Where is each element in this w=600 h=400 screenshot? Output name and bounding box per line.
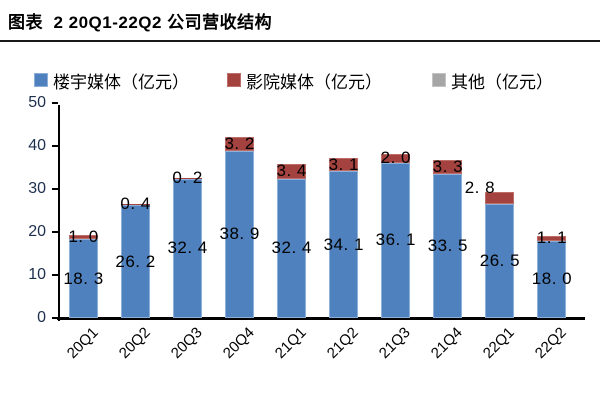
x-tick-label: 21Q2 — [323, 324, 362, 362]
data-label: 32. 4 — [167, 238, 208, 258]
legend-label: 影院媒体（亿元） — [246, 72, 382, 92]
bar-segment-cinema-media — [173, 177, 203, 179]
data-label: 1. 0 — [68, 227, 99, 247]
data-label: 2. 0 — [380, 148, 411, 168]
bar-segment-cinema-media — [537, 235, 567, 241]
y-axis-tick — [52, 231, 58, 233]
x-tick-label: 22Q2 — [532, 324, 570, 362]
data-label: 2. 8 — [464, 178, 496, 198]
figure-title: 图表 2 20Q1-22Q2 公司营收结构 — [8, 13, 273, 32]
bar-segment-building-media — [433, 173, 463, 318]
bar-segment-building-media — [225, 150, 255, 318]
bar-segment-building-media — [329, 171, 359, 318]
legend-item: 其他（亿元） — [432, 70, 553, 92]
legend-label: 其他（亿元） — [451, 72, 553, 92]
y-axis-tick — [52, 188, 58, 190]
data-label: 34. 1 — [323, 234, 364, 254]
x-tick-label: 21Q3 — [375, 324, 414, 362]
legend-swatch-icon — [34, 73, 48, 87]
data-label: 3. 3 — [432, 156, 464, 176]
x-tick-label: 21Q1 — [271, 324, 310, 362]
x-axis — [57, 317, 585, 320]
data-label: 1. 1 — [536, 228, 568, 248]
data-label: 18. 0 — [531, 269, 573, 289]
bar-segment-building-media — [173, 178, 203, 318]
x-tick-label: 20Q2 — [115, 324, 154, 362]
data-label: 38. 9 — [219, 224, 260, 244]
x-tick-label: 20Q4 — [219, 324, 258, 362]
y-tick-label: 20 — [28, 223, 46, 240]
legend-swatch-icon — [432, 73, 446, 87]
y-axis-tick — [52, 274, 58, 276]
data-label: 26. 5 — [479, 251, 521, 271]
x-tick-label: 20Q1 — [63, 324, 102, 362]
legend-swatch-icon — [227, 73, 241, 87]
bar-segment-cinema-media — [69, 235, 98, 240]
y-axis-tick — [52, 145, 58, 147]
data-label: 26. 2 — [115, 251, 156, 271]
data-label: 18. 3 — [63, 268, 104, 288]
data-label: 0. 4 — [120, 194, 151, 214]
y-axis — [58, 105, 60, 321]
bar-segment-cinema-media — [329, 158, 359, 172]
bar-segment-building-media — [69, 239, 98, 318]
y-tick-label: 10 — [28, 266, 46, 283]
data-label: 32. 4 — [271, 238, 312, 258]
y-tick-label: 50 — [28, 94, 46, 111]
data-label: 33. 5 — [427, 235, 468, 255]
title-underline — [0, 40, 600, 42]
x-tick-label: 22Q1 — [479, 324, 518, 362]
data-label: 36. 1 — [375, 230, 416, 250]
bar-segment-cinema-media — [485, 192, 515, 205]
y-axis-tick — [52, 102, 58, 104]
y-tick-label: 30 — [28, 180, 46, 197]
data-label: 0. 2 — [172, 168, 203, 188]
bar-segment-building-media — [485, 204, 515, 318]
data-label: 3. 1 — [328, 154, 359, 174]
bar-segment-cinema-media — [225, 136, 255, 151]
legend-item: 影院媒体（亿元） — [227, 70, 382, 92]
bar-segment-building-media — [121, 205, 151, 318]
bar-segment-cinema-media — [277, 164, 307, 179]
data-label: 3. 4 — [276, 161, 307, 181]
bar-segment-building-media — [381, 162, 411, 318]
data-label: 3. 2 — [224, 133, 255, 153]
legend-item: 楼宇媒体（亿元） — [34, 70, 189, 92]
bar-segment-building-media — [277, 178, 307, 318]
y-tick-label: 0 — [37, 309, 46, 326]
bar-segment-building-media — [537, 240, 567, 318]
x-tick-label: 20Q3 — [167, 324, 206, 362]
legend-label: 楼宇媒体（亿元） — [53, 72, 189, 92]
bar-segment-cinema-media — [381, 154, 411, 163]
y-tick-label: 40 — [28, 137, 46, 154]
bar-segment-cinema-media — [121, 203, 151, 206]
y-axis-tick — [52, 317, 58, 319]
bar-segment-cinema-media — [433, 159, 463, 174]
x-tick-label: 21Q4 — [427, 324, 466, 362]
